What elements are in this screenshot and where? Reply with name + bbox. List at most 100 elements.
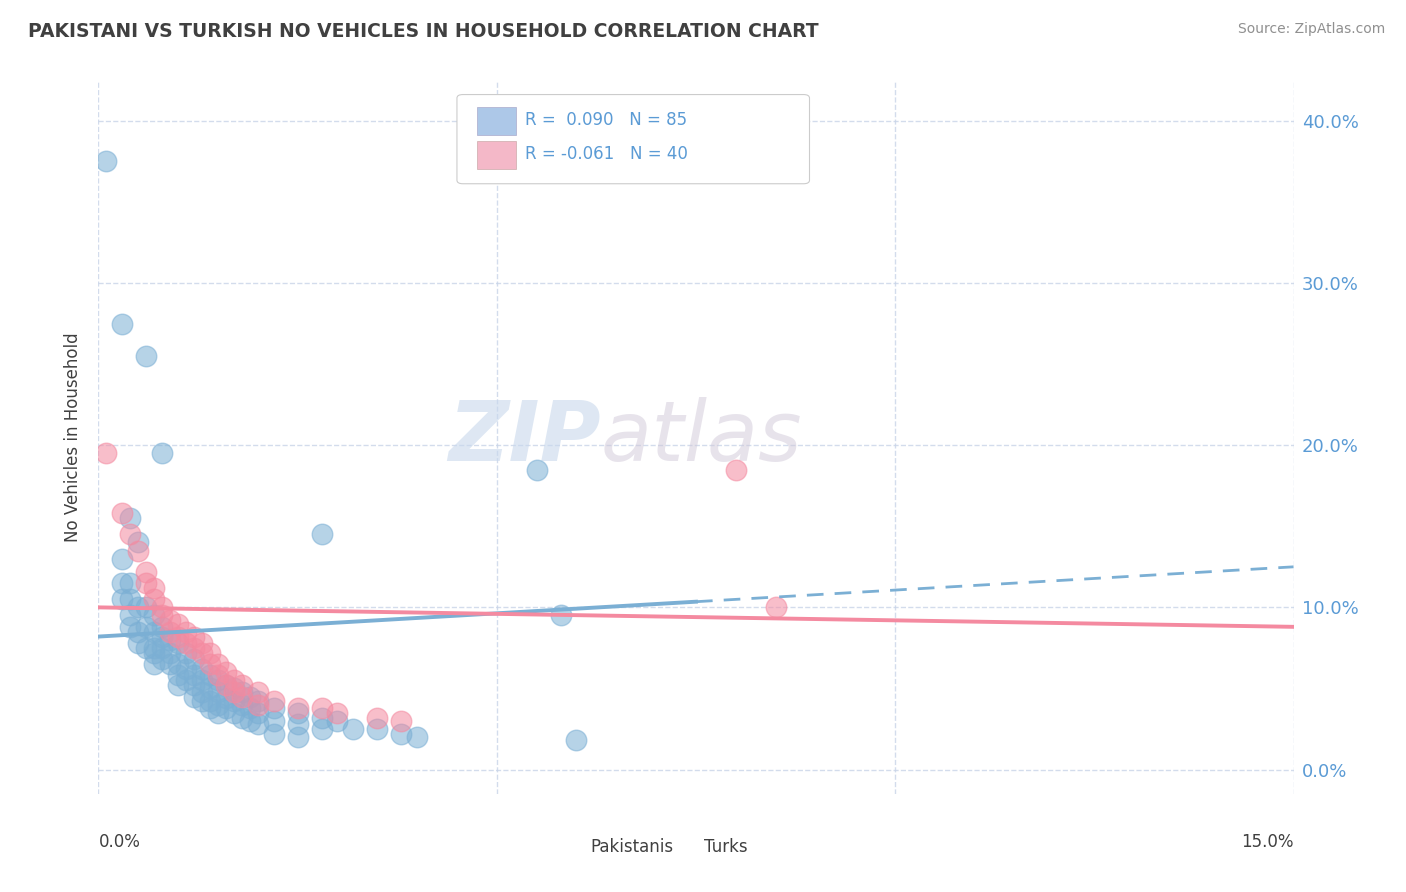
Point	[127, 535, 149, 549]
Point	[167, 630, 190, 644]
Point	[222, 706, 245, 720]
Point	[246, 706, 269, 720]
Point	[111, 576, 134, 591]
Point	[150, 640, 173, 655]
Point	[143, 608, 166, 623]
Point	[174, 624, 197, 639]
Point	[215, 701, 238, 715]
Point	[326, 714, 349, 728]
Text: PAKISTANI VS TURKISH NO VEHICLES IN HOUSEHOLD CORRELATION CHART: PAKISTANI VS TURKISH NO VEHICLES IN HOUS…	[28, 22, 818, 41]
Point	[191, 636, 214, 650]
Point	[96, 446, 118, 460]
Point	[287, 701, 309, 715]
Point	[389, 727, 412, 741]
Point	[143, 592, 166, 607]
Point	[159, 624, 181, 639]
Point	[167, 657, 190, 672]
Point	[207, 698, 229, 712]
Point	[143, 624, 166, 639]
Point	[263, 714, 285, 728]
Point	[191, 694, 214, 708]
Point	[222, 694, 245, 708]
Point	[159, 613, 181, 627]
Point	[207, 657, 229, 672]
Point	[120, 576, 142, 591]
Point	[96, 154, 118, 169]
Point	[222, 684, 245, 698]
FancyBboxPatch shape	[457, 95, 810, 184]
Point	[150, 600, 173, 615]
Point	[120, 527, 142, 541]
Point	[150, 608, 173, 623]
Point	[207, 706, 229, 720]
Point	[326, 706, 349, 720]
Point	[246, 684, 269, 698]
Point	[135, 640, 157, 655]
Point	[127, 624, 149, 639]
Point	[366, 722, 388, 736]
Point	[143, 581, 166, 595]
Point	[174, 662, 197, 676]
Point	[231, 684, 253, 698]
Point	[246, 717, 269, 731]
Point	[183, 640, 205, 655]
Point	[389, 714, 412, 728]
Point	[287, 717, 309, 731]
Point	[127, 600, 149, 615]
Point	[198, 694, 221, 708]
Point	[143, 646, 166, 660]
Point	[150, 446, 173, 460]
Point	[167, 678, 190, 692]
Point	[239, 690, 262, 704]
Point	[215, 678, 238, 692]
Point	[366, 711, 388, 725]
Point	[311, 527, 333, 541]
Point	[167, 616, 190, 631]
Text: ZIP: ZIP	[447, 397, 600, 477]
Point	[231, 690, 253, 704]
Point	[120, 511, 142, 525]
Text: Pakistanis: Pakistanis	[591, 838, 673, 856]
Point	[724, 462, 747, 476]
Point	[231, 698, 253, 712]
Point	[127, 636, 149, 650]
Point	[150, 652, 173, 666]
Point	[174, 673, 197, 688]
Point	[120, 620, 142, 634]
Point	[167, 668, 190, 682]
Point	[342, 722, 364, 736]
Point	[311, 711, 333, 725]
Text: Source: ZipAtlas.com: Source: ZipAtlas.com	[1237, 22, 1385, 37]
Point	[135, 576, 157, 591]
Point	[215, 665, 238, 680]
Point	[111, 551, 134, 566]
Point	[550, 608, 572, 623]
Point	[111, 592, 134, 607]
Text: 0.0%: 0.0%	[98, 833, 141, 851]
Point	[198, 681, 221, 696]
Point	[263, 727, 285, 741]
Text: 15.0%: 15.0%	[1241, 833, 1294, 851]
Point	[526, 462, 548, 476]
Text: R = -0.061   N = 40: R = -0.061 N = 40	[524, 145, 688, 162]
Point	[765, 600, 787, 615]
Point	[111, 317, 134, 331]
Point	[311, 722, 333, 736]
Point	[198, 668, 221, 682]
Point	[143, 640, 166, 655]
Text: Turks: Turks	[704, 838, 748, 856]
Point	[198, 701, 221, 715]
Point	[231, 678, 253, 692]
Point	[239, 701, 262, 715]
Point	[120, 592, 142, 607]
Point	[215, 691, 238, 706]
Point	[183, 630, 205, 644]
Point	[222, 681, 245, 696]
Point	[287, 706, 309, 720]
Point	[135, 620, 157, 634]
Point	[167, 636, 190, 650]
Point	[239, 714, 262, 728]
Point	[198, 657, 221, 672]
Point	[191, 673, 214, 688]
Point	[143, 657, 166, 672]
